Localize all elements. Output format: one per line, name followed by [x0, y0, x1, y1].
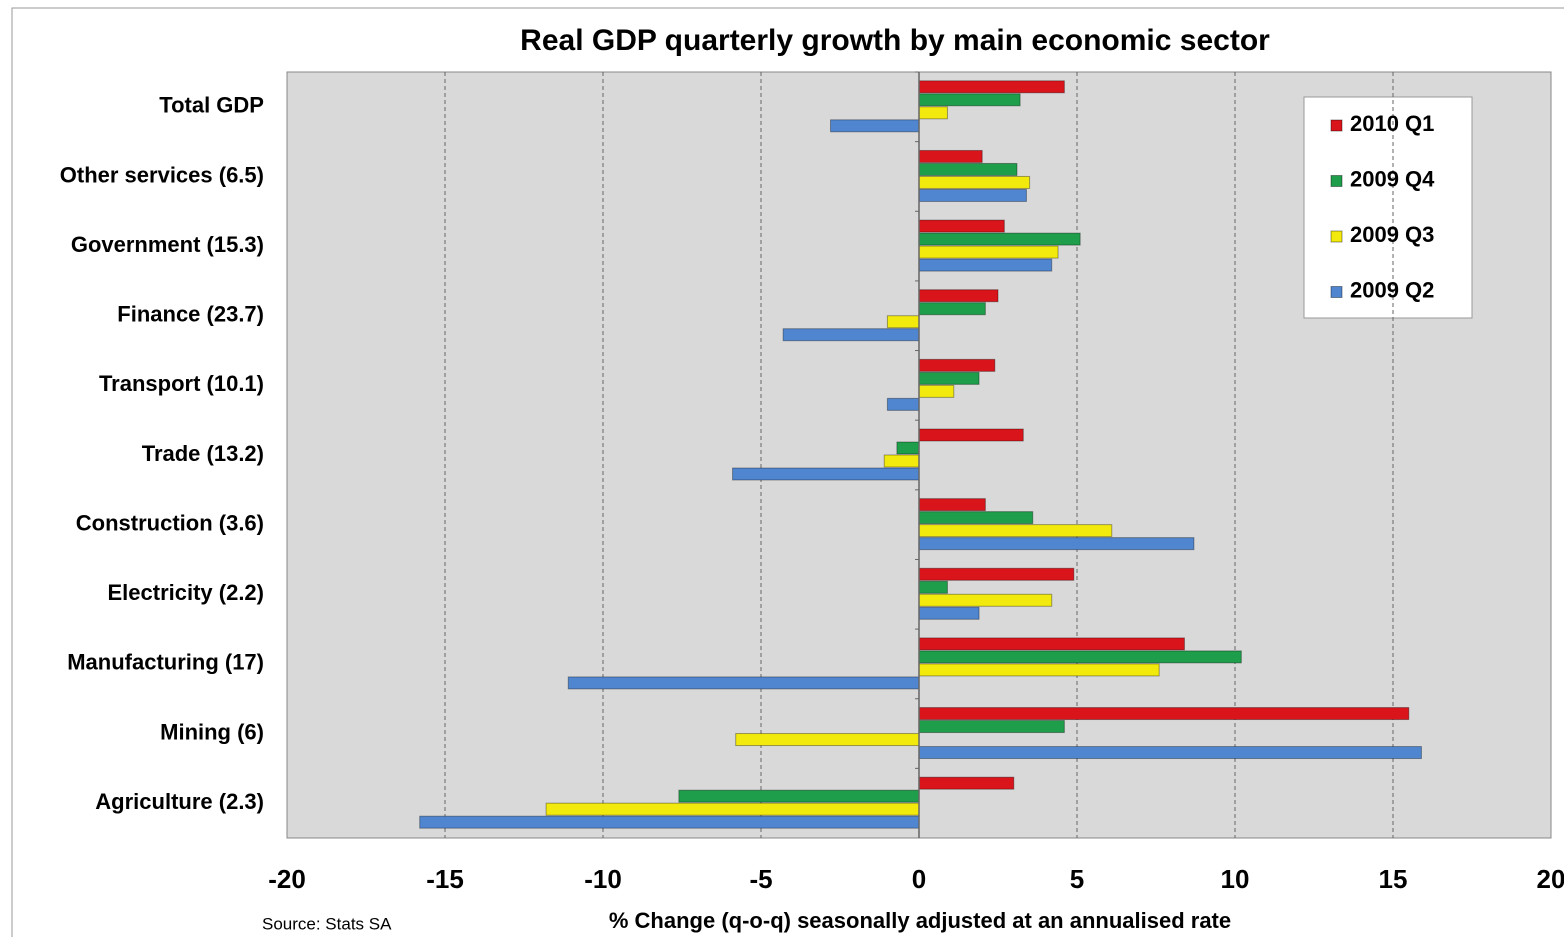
x-tick-label: 0 — [912, 864, 926, 894]
y-tick-label: Manufacturing (17) — [67, 650, 264, 675]
bar — [886, 397, 920, 411]
bar — [918, 289, 999, 303]
legend-swatch — [1330, 230, 1343, 243]
legend-box — [1303, 96, 1473, 319]
bar — [918, 746, 1422, 760]
legend-swatch — [1330, 286, 1343, 298]
bar — [918, 720, 1065, 734]
y-tick-label: Other services (6.5) — [60, 162, 264, 187]
bar — [918, 175, 1031, 189]
bar — [918, 232, 1081, 246]
y-tick-label: Electricity (2.2) — [107, 580, 264, 605]
bar — [918, 524, 1113, 538]
bar — [918, 80, 1065, 94]
bar — [896, 441, 920, 455]
bar — [782, 328, 920, 342]
bar — [918, 776, 1015, 790]
y-tick-label: Government (15.3) — [71, 232, 264, 257]
legend-label: 2009 Q4 — [1350, 166, 1435, 191]
x-tick-label: -20 — [268, 864, 306, 894]
legend-label: 2009 Q3 — [1350, 222, 1434, 247]
bar — [918, 358, 996, 372]
bar — [918, 93, 1021, 107]
bar — [918, 663, 1160, 677]
legend-swatch — [1330, 175, 1343, 187]
bar — [918, 302, 986, 316]
y-tick-label: Total GDP — [159, 93, 264, 118]
y-tick-label: Finance (23.7) — [117, 302, 264, 327]
bar — [918, 149, 983, 163]
bar — [918, 219, 1005, 233]
x-axis-label: % Change (q-o-q) seasonally adjusted at … — [609, 908, 1231, 933]
bar — [918, 498, 986, 512]
bar — [918, 371, 980, 385]
bar — [830, 119, 920, 133]
x-tick-label: -10 — [584, 864, 622, 894]
y-tick-label: Construction (3.6) — [76, 510, 264, 535]
x-tick-label: 15 — [1379, 864, 1408, 894]
source-note: Source: Stats SA — [262, 914, 392, 933]
y-tick-label: Transport (10.1) — [99, 371, 264, 396]
bar — [918, 606, 980, 620]
x-tick-label: 20 — [1537, 864, 1564, 894]
y-tick-label: Agriculture (2.3) — [95, 789, 264, 814]
bar — [918, 580, 948, 594]
legend-label: 2010 Q1 — [1350, 111, 1434, 136]
bar — [918, 428, 1024, 442]
bar — [918, 537, 1195, 551]
bar — [918, 511, 1034, 525]
bar — [918, 567, 1075, 581]
legend-swatch — [1330, 119, 1343, 132]
bar — [886, 315, 920, 329]
bar — [918, 106, 948, 120]
bar — [918, 258, 1053, 272]
bar — [918, 188, 1027, 202]
bar — [419, 815, 920, 829]
legend-label: 2009 Q2 — [1350, 277, 1434, 302]
x-tick-label: 10 — [1221, 864, 1250, 894]
bar — [678, 789, 920, 803]
bar — [735, 733, 920, 747]
bar — [918, 245, 1059, 259]
x-tick-label: -5 — [749, 864, 772, 894]
chart-title: Real GDP quarterly growth by main econom… — [520, 24, 1270, 57]
bar — [545, 802, 920, 816]
bar — [883, 454, 920, 468]
bar — [918, 637, 1185, 651]
y-tick-label: Mining (6) — [160, 719, 264, 744]
bar — [918, 707, 1410, 721]
bar — [732, 467, 920, 481]
bar — [567, 676, 920, 690]
x-tick-label: -15 — [426, 864, 464, 894]
bar — [918, 650, 1242, 664]
x-tick-label: 5 — [1070, 864, 1084, 894]
y-tick-label: Trade (13.2) — [142, 441, 264, 466]
bar — [918, 162, 1018, 176]
bar — [918, 593, 1053, 607]
bar — [918, 384, 955, 398]
